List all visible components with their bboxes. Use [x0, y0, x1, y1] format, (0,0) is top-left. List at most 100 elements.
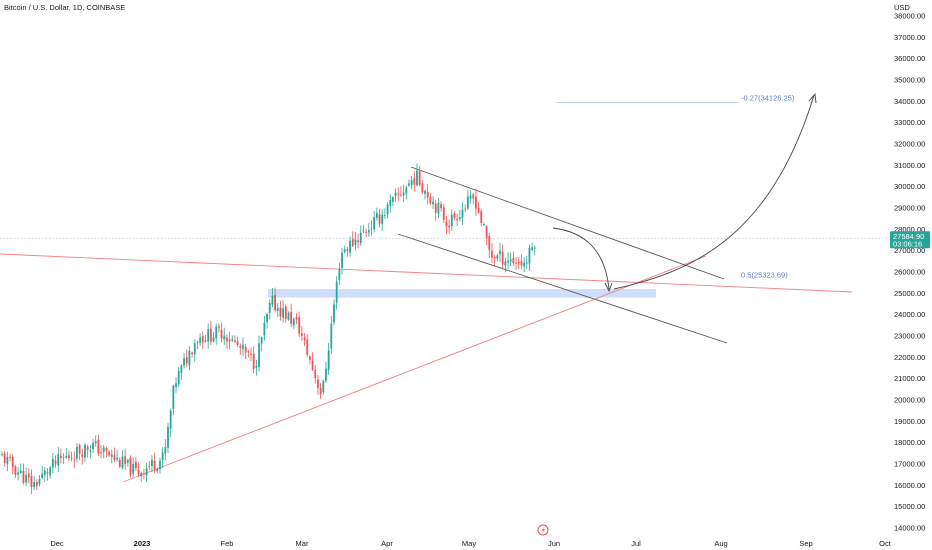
- candle[interactable]: [453, 210, 456, 221]
- candle[interactable]: [124, 448, 127, 471]
- candle[interactable]: [113, 447, 116, 463]
- candle[interactable]: [62, 453, 65, 464]
- candle[interactable]: [349, 236, 351, 257]
- candle[interactable]: [175, 377, 177, 393]
- candle[interactable]: [161, 447, 164, 468]
- candle[interactable]: [100, 445, 102, 459]
- candle[interactable]: [268, 299, 271, 320]
- candle[interactable]: [73, 451, 76, 468]
- candle[interactable]: [97, 435, 100, 456]
- candle[interactable]: [17, 467, 19, 481]
- candle[interactable]: [477, 201, 480, 214]
- candle[interactable]: [76, 442, 78, 463]
- candle[interactable]: [314, 364, 317, 384]
- candle[interactable]: [78, 443, 81, 461]
- candle[interactable]: [520, 254, 523, 270]
- candle[interactable]: [437, 197, 440, 219]
- candle[interactable]: [121, 450, 124, 470]
- candle[interactable]: [485, 225, 488, 246]
- candle[interactable]: [247, 349, 250, 358]
- candle[interactable]: [134, 456, 137, 472]
- candle[interactable]: [153, 452, 156, 474]
- candle[interactable]: [421, 180, 424, 195]
- candle[interactable]: [351, 231, 354, 248]
- candle[interactable]: [30, 469, 33, 494]
- candle[interactable]: [491, 243, 493, 264]
- candle[interactable]: [469, 190, 472, 204]
- candle[interactable]: [461, 201, 464, 226]
- candle[interactable]: [92, 439, 94, 454]
- candle[interactable]: [164, 439, 167, 461]
- candle[interactable]: [3, 450, 6, 467]
- candle[interactable]: [204, 334, 207, 343]
- candle[interactable]: [306, 334, 309, 358]
- candle[interactable]: [105, 446, 108, 458]
- candle[interactable]: [180, 364, 183, 380]
- candle[interactable]: [448, 219, 451, 235]
- candle[interactable]: [226, 334, 228, 349]
- candle[interactable]: [223, 327, 226, 345]
- candle[interactable]: [242, 337, 244, 356]
- candle[interactable]: [341, 247, 343, 275]
- candle[interactable]: [410, 176, 413, 189]
- candle[interactable]: [220, 322, 223, 343]
- candle[interactable]: [525, 256, 528, 269]
- candle[interactable]: [167, 422, 169, 453]
- candle[interactable]: [239, 343, 242, 356]
- candle[interactable]: [70, 451, 73, 462]
- candle[interactable]: [507, 252, 509, 269]
- candle[interactable]: [46, 468, 49, 481]
- candle[interactable]: [266, 312, 268, 329]
- candle[interactable]: [509, 252, 512, 267]
- candle[interactable]: [156, 467, 159, 474]
- candle[interactable]: [381, 209, 384, 232]
- candle[interactable]: [276, 303, 279, 318]
- candle[interactable]: [383, 208, 386, 220]
- candle[interactable]: [22, 463, 25, 485]
- candle[interactable]: [282, 300, 285, 323]
- candle[interactable]: [183, 352, 185, 369]
- candle[interactable]: [151, 455, 153, 472]
- candle[interactable]: [279, 300, 282, 321]
- candle[interactable]: [402, 184, 405, 202]
- candle[interactable]: [177, 366, 180, 388]
- candle[interactable]: [335, 276, 338, 310]
- candle[interactable]: [373, 210, 376, 233]
- symbol-title[interactable]: Bitcoin / U.S. Dollar, 1D, COINBASE: [4, 3, 126, 12]
- candle[interactable]: [378, 208, 381, 228]
- candle[interactable]: [311, 352, 314, 371]
- candle[interactable]: [338, 262, 341, 286]
- candle[interactable]: [413, 171, 416, 192]
- candle[interactable]: [362, 224, 365, 233]
- candle[interactable]: [250, 347, 252, 362]
- candle[interactable]: [201, 331, 204, 349]
- candle[interactable]: [260, 336, 263, 352]
- candle[interactable]: [333, 299, 335, 326]
- candle[interactable]: [65, 448, 68, 459]
- candle[interactable]: [19, 463, 22, 475]
- candle[interactable]: [126, 458, 129, 467]
- candle[interactable]: [303, 333, 306, 346]
- candle[interactable]: [483, 222, 485, 227]
- candle[interactable]: [290, 303, 293, 327]
- candle[interactable]: [38, 474, 41, 487]
- candle[interactable]: [416, 163, 418, 187]
- candle[interactable]: [528, 244, 531, 271]
- candle[interactable]: [475, 188, 477, 217]
- candle[interactable]: [185, 349, 188, 367]
- candle[interactable]: [517, 257, 520, 270]
- candle[interactable]: [54, 455, 57, 468]
- candle[interactable]: [57, 446, 60, 473]
- candle[interactable]: [292, 317, 295, 330]
- candle[interactable]: [322, 379, 325, 395]
- candle[interactable]: [365, 228, 368, 238]
- candle[interactable]: [397, 187, 400, 202]
- candle[interactable]: [442, 204, 445, 223]
- candle[interactable]: [295, 313, 298, 325]
- candle[interactable]: [169, 408, 172, 438]
- candle[interactable]: [531, 242, 534, 252]
- candle[interactable]: [493, 254, 496, 266]
- candle[interactable]: [501, 244, 504, 269]
- candle[interactable]: [327, 342, 330, 375]
- candle[interactable]: [129, 455, 132, 478]
